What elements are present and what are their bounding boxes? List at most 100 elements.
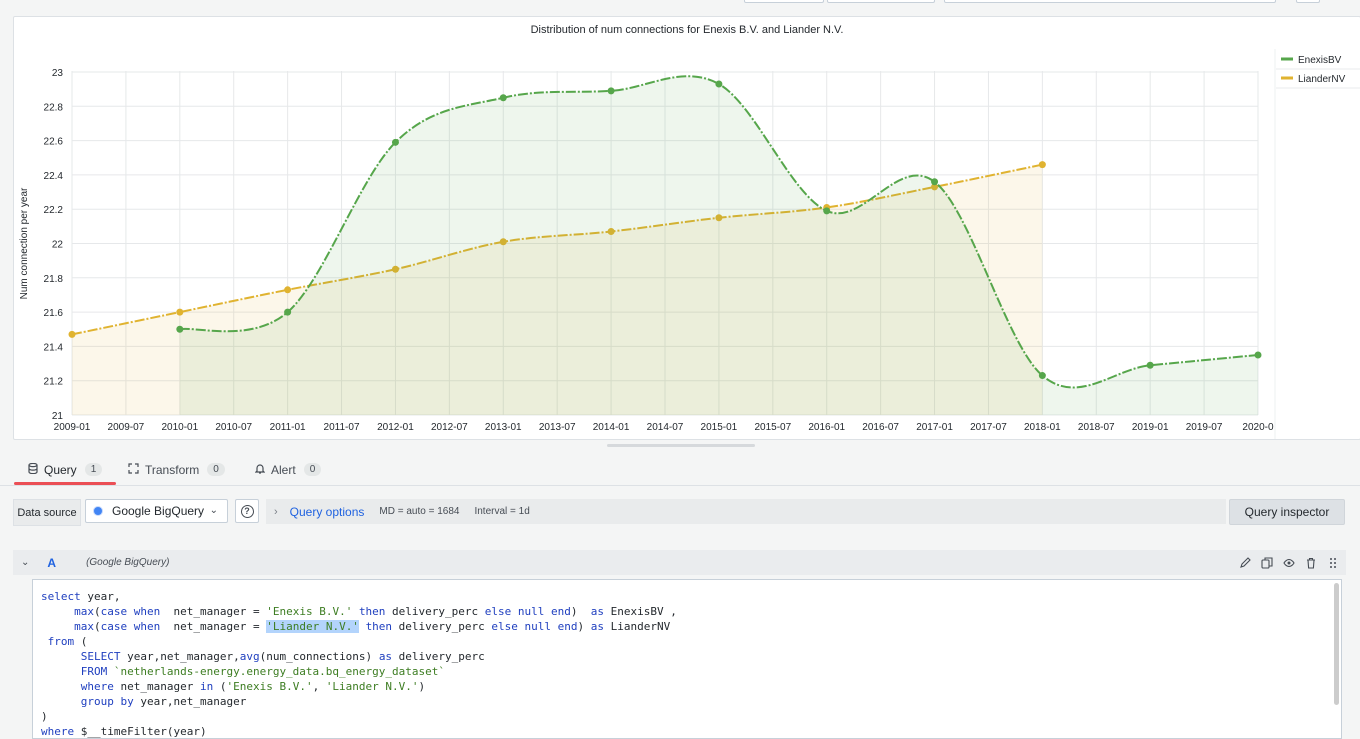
panel-resize-handle[interactable] <box>607 444 755 447</box>
x-tick-label: 2019-07 <box>1186 422 1223 433</box>
data-point-EnexisBV <box>499 94 507 102</box>
x-tick-label: 2010-01 <box>161 422 198 433</box>
toolbar-control[interactable] <box>944 0 1276 3</box>
x-tick-label: 2018-01 <box>1024 422 1061 433</box>
max-datapoints-info: MD = auto = 1684 <box>379 506 460 517</box>
x-tick-label: 2013-01 <box>485 422 522 433</box>
y-tick-label: 22.6 <box>44 137 64 148</box>
eye-icon[interactable] <box>1282 556 1296 570</box>
data-point-EnexisBV <box>823 207 831 215</box>
tab-alert[interactable]: Alert 0 <box>254 455 322 484</box>
bell-icon <box>254 463 266 477</box>
data-point-LianderNV <box>607 227 615 235</box>
x-tick-label: 2010-07 <box>215 422 252 433</box>
collapse-icon[interactable]: ⌄ <box>21 557 30 568</box>
data-point-LianderNV <box>176 308 184 316</box>
data-point-LianderNV <box>284 286 292 294</box>
x-tick-label: 2009-07 <box>108 422 145 433</box>
series-area-LianderNV <box>72 164 1043 415</box>
data-point-LianderNV <box>499 238 507 246</box>
data-point-EnexisBV <box>715 80 723 88</box>
data-point-LianderNV <box>931 183 939 191</box>
x-tick-label: 2011-07 <box>324 422 360 433</box>
data-point-LianderNV <box>68 330 76 338</box>
legend-label: LianderNV <box>1298 74 1346 85</box>
transform-icon <box>128 462 139 477</box>
tab-count-badge: 0 <box>303 463 322 476</box>
x-tick-label: 2014-07 <box>647 422 684 433</box>
chart-title: Distribution of num connections for Enex… <box>531 24 844 36</box>
data-point-EnexisBV <box>931 178 939 186</box>
y-tick-label: 21.8 <box>44 274 64 285</box>
series-line-EnexisBV <box>179 75 1259 389</box>
x-tick-label: 2016-07 <box>862 422 899 433</box>
tab-count-badge: 1 <box>84 463 103 476</box>
query-options-toggle[interactable]: › Query options MD = auto = 1684 Interva… <box>266 499 1226 524</box>
series-line-LianderNV <box>71 163 1043 336</box>
interval-info: Interval = 1d <box>474 506 530 517</box>
x-tick-label: 2017-01 <box>916 422 953 433</box>
tab-label: Transform <box>145 462 200 477</box>
tab-count-badge: 0 <box>207 463 225 476</box>
tab-label: Query <box>44 462 77 477</box>
series-area-EnexisBV <box>179 76 1259 415</box>
data-point-EnexisBV <box>391 138 399 146</box>
drag-handle-icon[interactable] <box>1326 556 1340 570</box>
y-tick-label: 21.6 <box>44 308 64 319</box>
x-tick-label: 2013-07 <box>539 422 576 433</box>
data-point-EnexisBV <box>284 308 292 316</box>
datasource-value: Google BigQuery <box>112 504 205 518</box>
y-tick-label: 21 <box>52 411 64 422</box>
query-actions <box>1238 550 1340 575</box>
y-tick-label: 22.4 <box>44 171 64 182</box>
data-point-LianderNV <box>391 265 399 273</box>
editor-scrollbar[interactable] <box>1334 583 1339 705</box>
data-point-EnexisBV <box>607 87 615 95</box>
duplicate-icon[interactable] <box>1260 556 1274 570</box>
data-point-EnexisBV <box>1254 351 1262 359</box>
trash-icon[interactable] <box>1304 556 1318 570</box>
sql-code-editor[interactable]: select year, max(case when net_manager =… <box>32 579 1342 739</box>
tab-transform[interactable]: Transform 0 <box>128 455 225 484</box>
sql-code[interactable]: select year, max(case when net_manager =… <box>41 590 677 738</box>
query-row-header: ⌄ A (Google BigQuery) <box>13 550 1346 575</box>
query-datasource-name: (Google BigQuery) <box>86 557 170 568</box>
query-options-row: Data source Google BigQuery ⌄ ? › Query … <box>13 499 1345 526</box>
tab-query[interactable]: Query 1 <box>13 455 117 485</box>
y-tick-label: 23 <box>52 68 64 79</box>
toolbar-control[interactable] <box>1296 0 1320 3</box>
query-inspector-button[interactable]: Query inspector <box>1229 499 1345 525</box>
edit-icon[interactable] <box>1238 556 1252 570</box>
chart-panel: Distribution of num connections for Enex… <box>13 16 1360 440</box>
bigquery-icon <box>94 507 102 515</box>
query-options-title: Query options <box>289 504 365 519</box>
data-point-EnexisBV <box>1038 372 1046 380</box>
x-tick-label: 2016-01 <box>808 422 845 433</box>
y-tick-label: 21.4 <box>44 342 64 353</box>
line-chart: Distribution of num connections for Enex… <box>19 24 1360 439</box>
toolbar-control[interactable] <box>744 0 824 3</box>
y-tick-label: 22 <box>52 240 64 251</box>
data-point-EnexisBV <box>1146 361 1154 369</box>
chevron-right-icon: › <box>274 505 278 518</box>
y-tick-label: 22.8 <box>44 102 64 113</box>
x-tick-label: 2020-0 <box>1242 422 1274 433</box>
y-tick-label: 21.2 <box>44 377 64 388</box>
legend-label: EnexisBV <box>1298 55 1342 66</box>
database-icon <box>28 462 38 477</box>
y-tick-label: 22.2 <box>44 205 64 216</box>
x-tick-label: 2012-07 <box>431 422 468 433</box>
data-point-LianderNV <box>1038 161 1046 169</box>
question-icon: ? <box>240 504 254 518</box>
help-button[interactable]: ? <box>235 499 259 523</box>
toolbar-control[interactable] <box>827 0 935 3</box>
x-tick-label: 2012-01 <box>377 422 414 433</box>
x-tick-label: 2011-01 <box>270 422 306 433</box>
query-ref-id[interactable]: A <box>47 555 57 570</box>
x-tick-label: 2017-07 <box>970 422 1007 433</box>
x-tick-label: 2014-01 <box>593 422 630 433</box>
top-toolbar-strip <box>0 0 1360 4</box>
x-tick-label: 2018-07 <box>1078 422 1115 433</box>
datasource-picker[interactable]: Google BigQuery ⌄ <box>85 499 228 523</box>
tab-label: Alert <box>271 462 296 477</box>
